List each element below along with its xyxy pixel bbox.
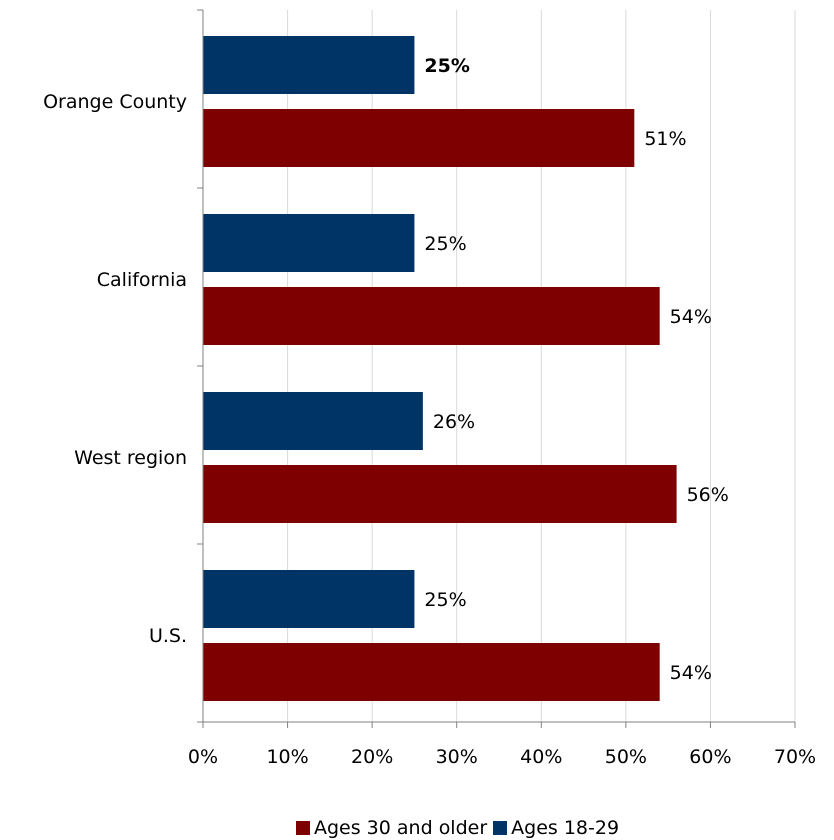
bar-ages-18-29-u-s bbox=[203, 570, 415, 628]
legend-swatch-ages-18-29 bbox=[493, 821, 508, 835]
data-label-ages-18-29-california: 25% bbox=[424, 233, 466, 255]
data-label-ages-30-and-older-west-region: 56% bbox=[687, 484, 729, 506]
legend-item-ages-18-29: Ages 18-29 bbox=[493, 817, 619, 839]
bar-ages-18-29-orange-county bbox=[203, 36, 415, 94]
legend: Ages 30 and older Ages 18-29 bbox=[296, 817, 619, 839]
x-tick-label-20: 20% bbox=[351, 746, 393, 768]
bar-ages-30-and-older-orange-county bbox=[203, 109, 635, 167]
x-tick-label-30: 30% bbox=[436, 746, 478, 768]
bar-ages-30-and-older-california bbox=[203, 287, 660, 345]
bars bbox=[203, 36, 677, 701]
labels: 0% 10% 20% 30% 40% 50% 60% 70% Orange County 25% 5… bbox=[43, 55, 816, 768]
category-label-west-region: West region bbox=[74, 447, 187, 469]
x-tick-label-60: 60% bbox=[689, 746, 731, 768]
category-label-california: California bbox=[97, 269, 187, 291]
legend-label-ages-30-and-older: Ages 30 and older bbox=[314, 817, 488, 839]
legend-swatch-ages-30-and-older bbox=[296, 821, 310, 835]
bar-chart: 0% 10% 20% 30% 40% 50% 60% 70% Orange County 25% 5… bbox=[43, 9, 816, 768]
x-tick-label-0: 0% bbox=[188, 746, 218, 768]
data-label-ages-30-and-older-orange-county: 51% bbox=[644, 128, 686, 150]
x-tick-label-10: 10% bbox=[266, 746, 308, 768]
data-label-ages-18-29-orange-county: 25% bbox=[424, 55, 469, 77]
bar-ages-30-and-older-u-s bbox=[203, 643, 660, 701]
axes bbox=[197, 9, 796, 728]
x-tick-label-70: 70% bbox=[774, 746, 816, 768]
data-label-ages-30-and-older-california: 54% bbox=[670, 306, 712, 328]
x-tick-label-40: 40% bbox=[520, 746, 562, 768]
data-label-ages-18-29-u-s: 25% bbox=[424, 589, 466, 611]
x-tick-label-50: 50% bbox=[605, 746, 647, 768]
legend-item-ages-30-and-older: Ages 30 and older bbox=[296, 817, 487, 839]
bar-ages-18-29-west-region bbox=[203, 392, 423, 450]
legend-label-ages-18-29: Ages 18-29 bbox=[511, 817, 620, 839]
category-label-u-s: U.S. bbox=[149, 625, 187, 647]
bar-ages-18-29-california bbox=[203, 214, 415, 272]
data-label-ages-18-29-west-region: 26% bbox=[433, 411, 475, 433]
data-label-ages-30-and-older-u-s: 54% bbox=[670, 662, 712, 684]
bar-ages-30-and-older-west-region bbox=[203, 465, 677, 523]
category-label-orange-county: Orange County bbox=[43, 91, 187, 113]
